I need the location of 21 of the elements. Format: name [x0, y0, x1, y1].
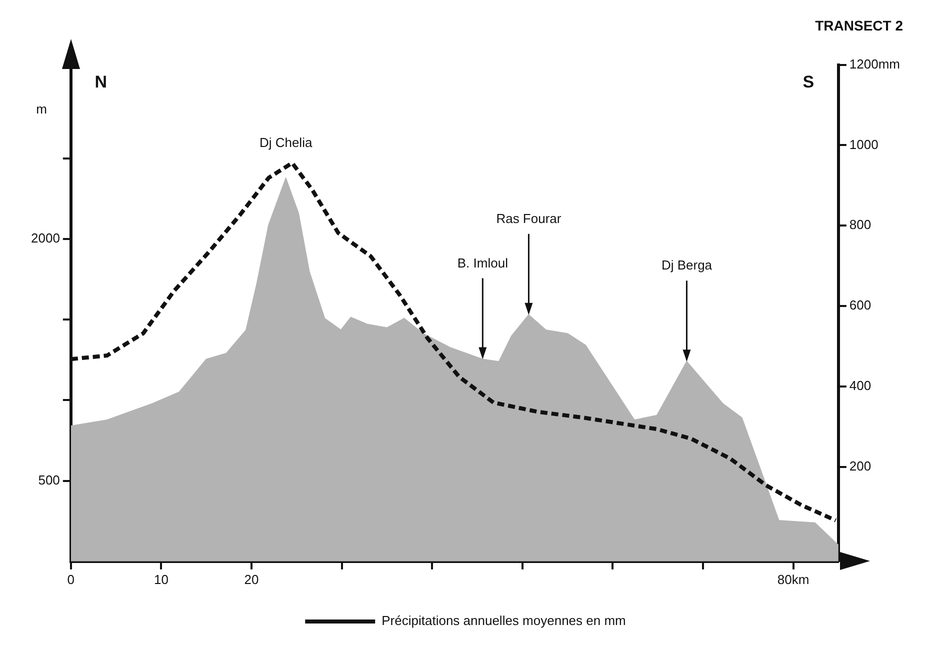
chart-title: TRANSECT 2: [815, 17, 904, 34]
text: Précipitations annuelles moyennes en mm: [382, 613, 626, 628]
y-axis-title: m: [36, 101, 47, 116]
y2-tick-label: 200: [849, 458, 872, 474]
annotation: S: [802, 72, 814, 92]
x-tick-label: 20: [244, 572, 259, 587]
annotation: N: [94, 72, 108, 92]
x-tick-label: 0: [67, 572, 75, 587]
y2-tick-label: 800: [849, 217, 872, 232]
annotation: Dj Chelia: [259, 135, 313, 150]
y2-tick-label: 1200mm: [849, 56, 900, 72]
y-tick-label: 2000: [31, 230, 60, 246]
annotation: Ras Fourar: [496, 210, 562, 226]
y2-tick-label: 1000: [849, 136, 878, 152]
y2-tick-label: 600: [849, 298, 872, 313]
x-tick-label: 80km: [777, 572, 810, 587]
x-tick-label: 10: [154, 572, 168, 587]
annotation: Dj Berga: [661, 258, 713, 273]
y-tick-label: 500: [38, 472, 60, 488]
y2-tick-label: 400: [849, 378, 872, 394]
annotation: B. Imloul: [457, 255, 508, 270]
